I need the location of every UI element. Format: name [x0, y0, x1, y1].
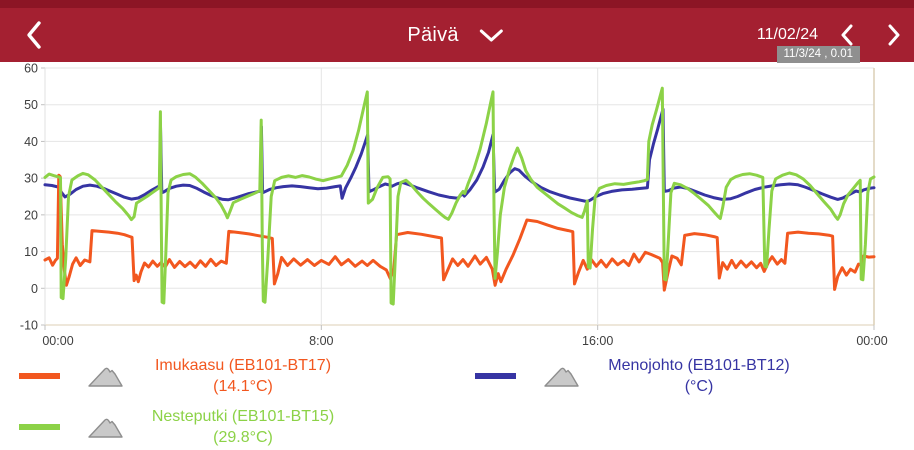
chevron-left-icon: [841, 24, 852, 46]
x-tick-label: 00:00: [42, 334, 73, 348]
status-bar: [0, 0, 914, 8]
legend-series-name: Nesteputki (EB101-BT15): [151, 408, 335, 425]
prev-date-button[interactable]: [830, 15, 862, 55]
date-label: 11/02/24: [756, 26, 818, 43]
legend-label: Menojohto (EB101-BT12) (°C): [586, 355, 812, 397]
series-line-1: [43, 86, 876, 306]
legend-series-name: Imukaasu (EB101-BT17): [154, 357, 332, 374]
legend-label: Nesteputki (EB101-BT15) (29.8°C): [130, 406, 356, 448]
y-tick-label: 20: [24, 208, 38, 222]
legend-series-value: (°C): [684, 378, 714, 395]
y-tick-label: -10: [20, 319, 38, 333]
area-toggle-icon[interactable]: [87, 363, 124, 389]
legend-item-imukaasu[interactable]: Imukaasu (EB101-BT17) (14.1°C): [19, 355, 356, 397]
legend-series-value: (14.1°C): [213, 378, 273, 395]
legend-item-menojohto[interactable]: Menojohto (EB101-BT12) (°C): [475, 355, 812, 397]
legend-swatch: [19, 424, 60, 430]
chart-tooltip: 11/3/24 , 0.01: [776, 46, 860, 63]
area-toggle-icon[interactable]: [543, 363, 580, 389]
series-line-0: [43, 173, 876, 292]
legend-item-nesteputki[interactable]: Nesteputki (EB101-BT15) (29.8°C): [19, 406, 356, 448]
y-tick-label: 50: [24, 98, 38, 112]
series-line-2: [43, 107, 876, 204]
legend-swatch: [475, 373, 516, 379]
next-date-button[interactable]: [878, 15, 910, 55]
legend-label: Imukaasu (EB101-BT17) (14.1°C): [130, 355, 356, 397]
chevron-right-icon: [888, 24, 899, 46]
x-tick-label: 16:00: [582, 334, 613, 348]
header: Päivä 11/02/24: [0, 0, 914, 62]
legend-series-name: Menojohto (EB101-BT12): [608, 357, 790, 374]
y-tick-label: 30: [24, 172, 38, 186]
y-tick-label: 10: [24, 245, 38, 259]
y-tick-label: 60: [24, 62, 38, 76]
period-selector[interactable]: Päivä: [407, 8, 503, 62]
y-tick-label: 40: [24, 135, 38, 149]
x-tick-label: 00:00: [856, 334, 887, 348]
chevron-left-icon: [26, 21, 41, 49]
chevron-down-icon: [479, 29, 503, 41]
legend-series-value: (29.8°C): [213, 429, 273, 446]
chart-svg[interactable]: 60 50 40 30 20 10 0 -10 00:00 8:00 16:00 00:00: [0, 62, 914, 352]
page-title: Päivä: [407, 23, 459, 46]
area-toggle-icon[interactable]: [87, 414, 124, 440]
date-navigation: 11/02/24: [757, 8, 910, 62]
legend-swatch: [19, 373, 60, 379]
y-tick-label: 0: [31, 282, 38, 296]
x-tick-label: 8:00: [309, 334, 333, 348]
back-button[interactable]: [16, 8, 50, 62]
